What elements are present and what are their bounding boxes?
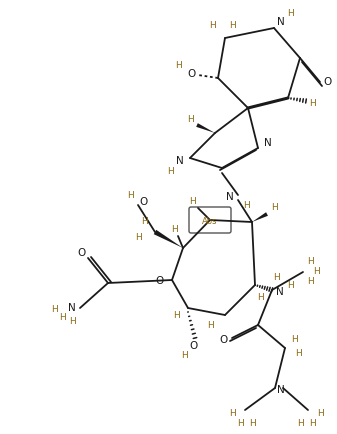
Text: H: H xyxy=(310,99,316,108)
Text: H: H xyxy=(243,201,249,210)
Text: H: H xyxy=(271,204,277,213)
Text: H: H xyxy=(187,115,193,124)
Text: O: O xyxy=(156,276,164,286)
Text: H: H xyxy=(207,320,213,329)
Text: H: H xyxy=(292,335,298,345)
Text: N: N xyxy=(277,17,285,27)
Text: H: H xyxy=(256,293,264,302)
Text: H: H xyxy=(135,233,142,241)
Text: N: N xyxy=(176,156,184,166)
Text: H: H xyxy=(173,312,179,320)
Text: H: H xyxy=(287,280,294,289)
Text: H: H xyxy=(166,167,173,175)
Text: H: H xyxy=(250,418,256,427)
Text: H: H xyxy=(274,273,280,283)
Text: H: H xyxy=(229,408,236,418)
FancyBboxPatch shape xyxy=(189,207,231,233)
Text: N: N xyxy=(264,138,272,148)
Polygon shape xyxy=(154,230,183,248)
Text: H: H xyxy=(297,418,303,427)
Text: H: H xyxy=(317,408,324,418)
Text: H: H xyxy=(308,277,314,286)
Text: H: H xyxy=(52,306,58,315)
Text: H: H xyxy=(229,22,236,30)
Text: N: N xyxy=(68,303,76,313)
Text: N: N xyxy=(277,385,285,395)
Text: H: H xyxy=(182,351,188,359)
Text: O: O xyxy=(139,197,147,207)
Text: O: O xyxy=(187,69,195,79)
Text: H: H xyxy=(69,316,75,326)
Text: H: H xyxy=(314,267,320,276)
Text: O: O xyxy=(220,335,228,345)
Text: N: N xyxy=(276,287,284,297)
Text: H: H xyxy=(189,197,195,207)
Text: Abs: Abs xyxy=(202,217,218,226)
Text: H: H xyxy=(176,62,182,70)
Text: O: O xyxy=(189,341,197,351)
Text: H: H xyxy=(142,217,148,227)
Text: H: H xyxy=(59,313,65,322)
Text: H: H xyxy=(310,418,316,427)
Polygon shape xyxy=(196,123,215,133)
Text: O: O xyxy=(77,248,85,258)
Text: H: H xyxy=(295,349,301,358)
Text: H: H xyxy=(128,191,134,200)
Text: H: H xyxy=(287,10,295,19)
Text: H: H xyxy=(237,418,243,427)
Text: H: H xyxy=(308,257,314,266)
Text: O: O xyxy=(324,77,332,87)
Text: H: H xyxy=(172,226,178,234)
Text: H: H xyxy=(210,22,216,30)
Polygon shape xyxy=(252,212,268,222)
Text: N: N xyxy=(226,192,234,202)
